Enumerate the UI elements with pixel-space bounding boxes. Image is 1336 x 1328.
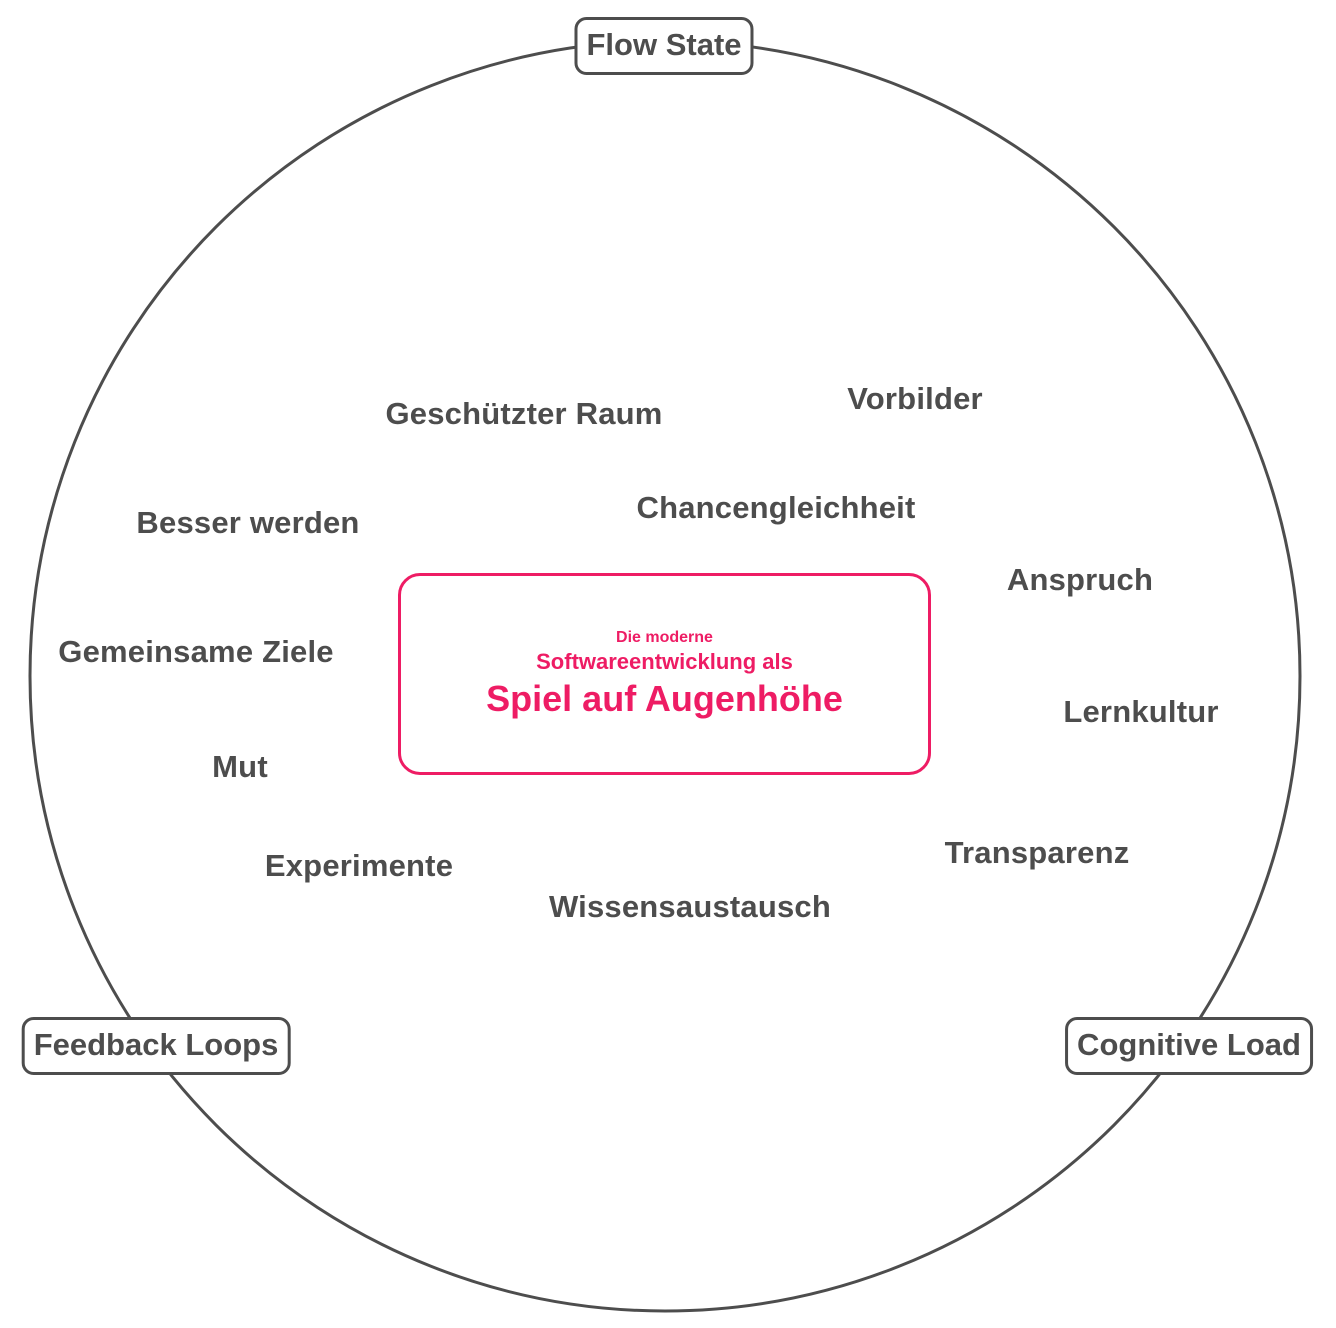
center-message-box: Die moderne Softwareentwicklung als Spie…	[398, 573, 931, 775]
pillar-feedback-loops: Feedback Loops	[21, 1017, 291, 1075]
center-subtitle: Softwareentwicklung als	[536, 649, 793, 674]
center-subtitle-small: Die moderne	[616, 629, 713, 646]
keyword-experimente: Experimente	[264, 848, 454, 883]
keyword-mut: Mut	[212, 749, 268, 784]
pillar-cognitive-load: Cognitive Load	[1065, 1017, 1313, 1075]
keyword-vorbilder: Vorbilder	[847, 381, 983, 416]
center-title: Spiel auf Augenhöhe	[486, 678, 843, 719]
keyword-geschuetzter-raum: Geschützter Raum	[385, 396, 663, 431]
keyword-anspruch: Anspruch	[1006, 562, 1154, 597]
keyword-transparenz: Transparenz	[944, 835, 1130, 870]
keyword-besser-werden: Besser werden	[136, 505, 360, 540]
keyword-gemeinsame-ziele: Gemeinsame Ziele	[58, 634, 334, 669]
keyword-wissensaustausch: Wissensaustausch	[548, 889, 832, 924]
keyword-lernkultur: Lernkultur	[1063, 694, 1219, 729]
pillar-flow-state: Flow State	[574, 17, 754, 75]
keyword-chancengleichheit: Chancengleichheit	[636, 490, 916, 525]
